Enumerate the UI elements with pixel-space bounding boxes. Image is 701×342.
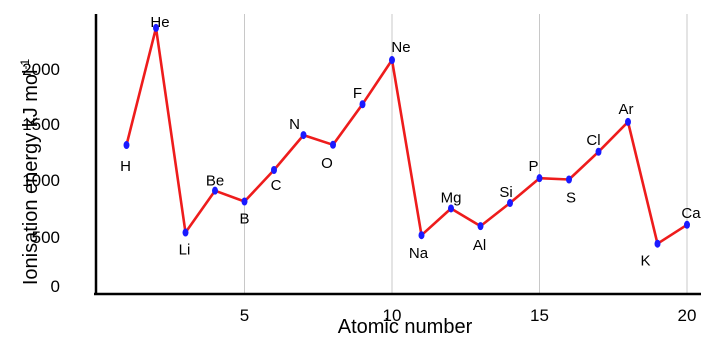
y-tick-label: 1000 bbox=[22, 171, 60, 190]
element-label-al: Al bbox=[473, 237, 486, 254]
data-point-b bbox=[241, 197, 248, 206]
element-label-na: Na bbox=[409, 245, 429, 262]
data-point-al bbox=[477, 222, 484, 231]
element-label-k: K bbox=[640, 253, 650, 270]
axes bbox=[94, 14, 701, 296]
x-tick-label: 10 bbox=[383, 306, 402, 325]
y-axis-title-superscript: -1 bbox=[18, 59, 32, 70]
x-tick-labels: 5 10 15 20 bbox=[240, 306, 697, 325]
data-point-ar bbox=[625, 117, 631, 126]
y-tick-labels: 0 500 1000 1500 2000 bbox=[22, 60, 60, 296]
data-point-ca bbox=[684, 220, 690, 229]
element-label-be: Be bbox=[206, 173, 224, 190]
series-line-path bbox=[125, 26, 689, 245]
data-point-si bbox=[507, 199, 513, 208]
data-point-mg bbox=[448, 204, 454, 213]
y-axis-title: Ionisation energy kJ mol-1 bbox=[18, 59, 42, 286]
y-axis-title-main: Ionisation energy kJ mol bbox=[20, 70, 42, 286]
element-label-f: F bbox=[353, 85, 362, 102]
data-point-c bbox=[271, 165, 277, 174]
element-label-li: Li bbox=[179, 242, 191, 259]
x-tick-label: 20 bbox=[678, 306, 697, 325]
x-tick-label: 5 bbox=[240, 306, 249, 325]
y-tick-label: 2000 bbox=[22, 60, 60, 79]
element-label-p: P bbox=[528, 158, 538, 175]
element-labels: H He Li Be B C N O F Ne Na Mg Al Si P S Cl Ar K Ca bbox=[120, 14, 701, 270]
element-label-ar: Ar bbox=[619, 101, 634, 118]
data-point-he bbox=[153, 23, 159, 32]
data-point-na bbox=[418, 231, 425, 240]
data-point-ne bbox=[389, 56, 395, 65]
series-line bbox=[125, 26, 689, 245]
y-tick-label: 500 bbox=[32, 228, 60, 247]
x-tick-label: 15 bbox=[530, 306, 549, 325]
data-point-o bbox=[330, 140, 336, 149]
element-label-he: He bbox=[150, 14, 169, 31]
element-label-cl: Cl bbox=[586, 132, 600, 149]
element-label-c: C bbox=[271, 177, 282, 194]
data-point-be bbox=[212, 186, 218, 195]
element-label-si: Si bbox=[499, 184, 512, 201]
element-label-s: S bbox=[566, 190, 576, 207]
data-point-p bbox=[536, 174, 543, 183]
data-point-cl bbox=[595, 147, 602, 156]
y-tick-label: 1500 bbox=[22, 115, 60, 134]
element-label-h: H bbox=[120, 158, 131, 175]
element-label-b: B bbox=[239, 210, 249, 227]
element-label-o: O bbox=[321, 155, 333, 172]
x-axis-title: Atomic number bbox=[338, 316, 473, 338]
data-point-s bbox=[566, 175, 572, 184]
element-label-ne: Ne bbox=[391, 39, 410, 56]
data-point-k bbox=[654, 239, 661, 248]
y-tick-label: 0 bbox=[51, 277, 60, 296]
element-label-n: N bbox=[289, 116, 300, 133]
element-label-mg: Mg bbox=[441, 189, 462, 206]
data-points bbox=[123, 23, 690, 248]
data-point-f bbox=[359, 100, 366, 109]
grid-lines bbox=[244, 14, 688, 294]
data-point-n bbox=[300, 131, 307, 140]
data-point-li bbox=[182, 228, 189, 237]
data-point-h bbox=[123, 141, 130, 150]
element-label-ca: Ca bbox=[681, 205, 701, 222]
